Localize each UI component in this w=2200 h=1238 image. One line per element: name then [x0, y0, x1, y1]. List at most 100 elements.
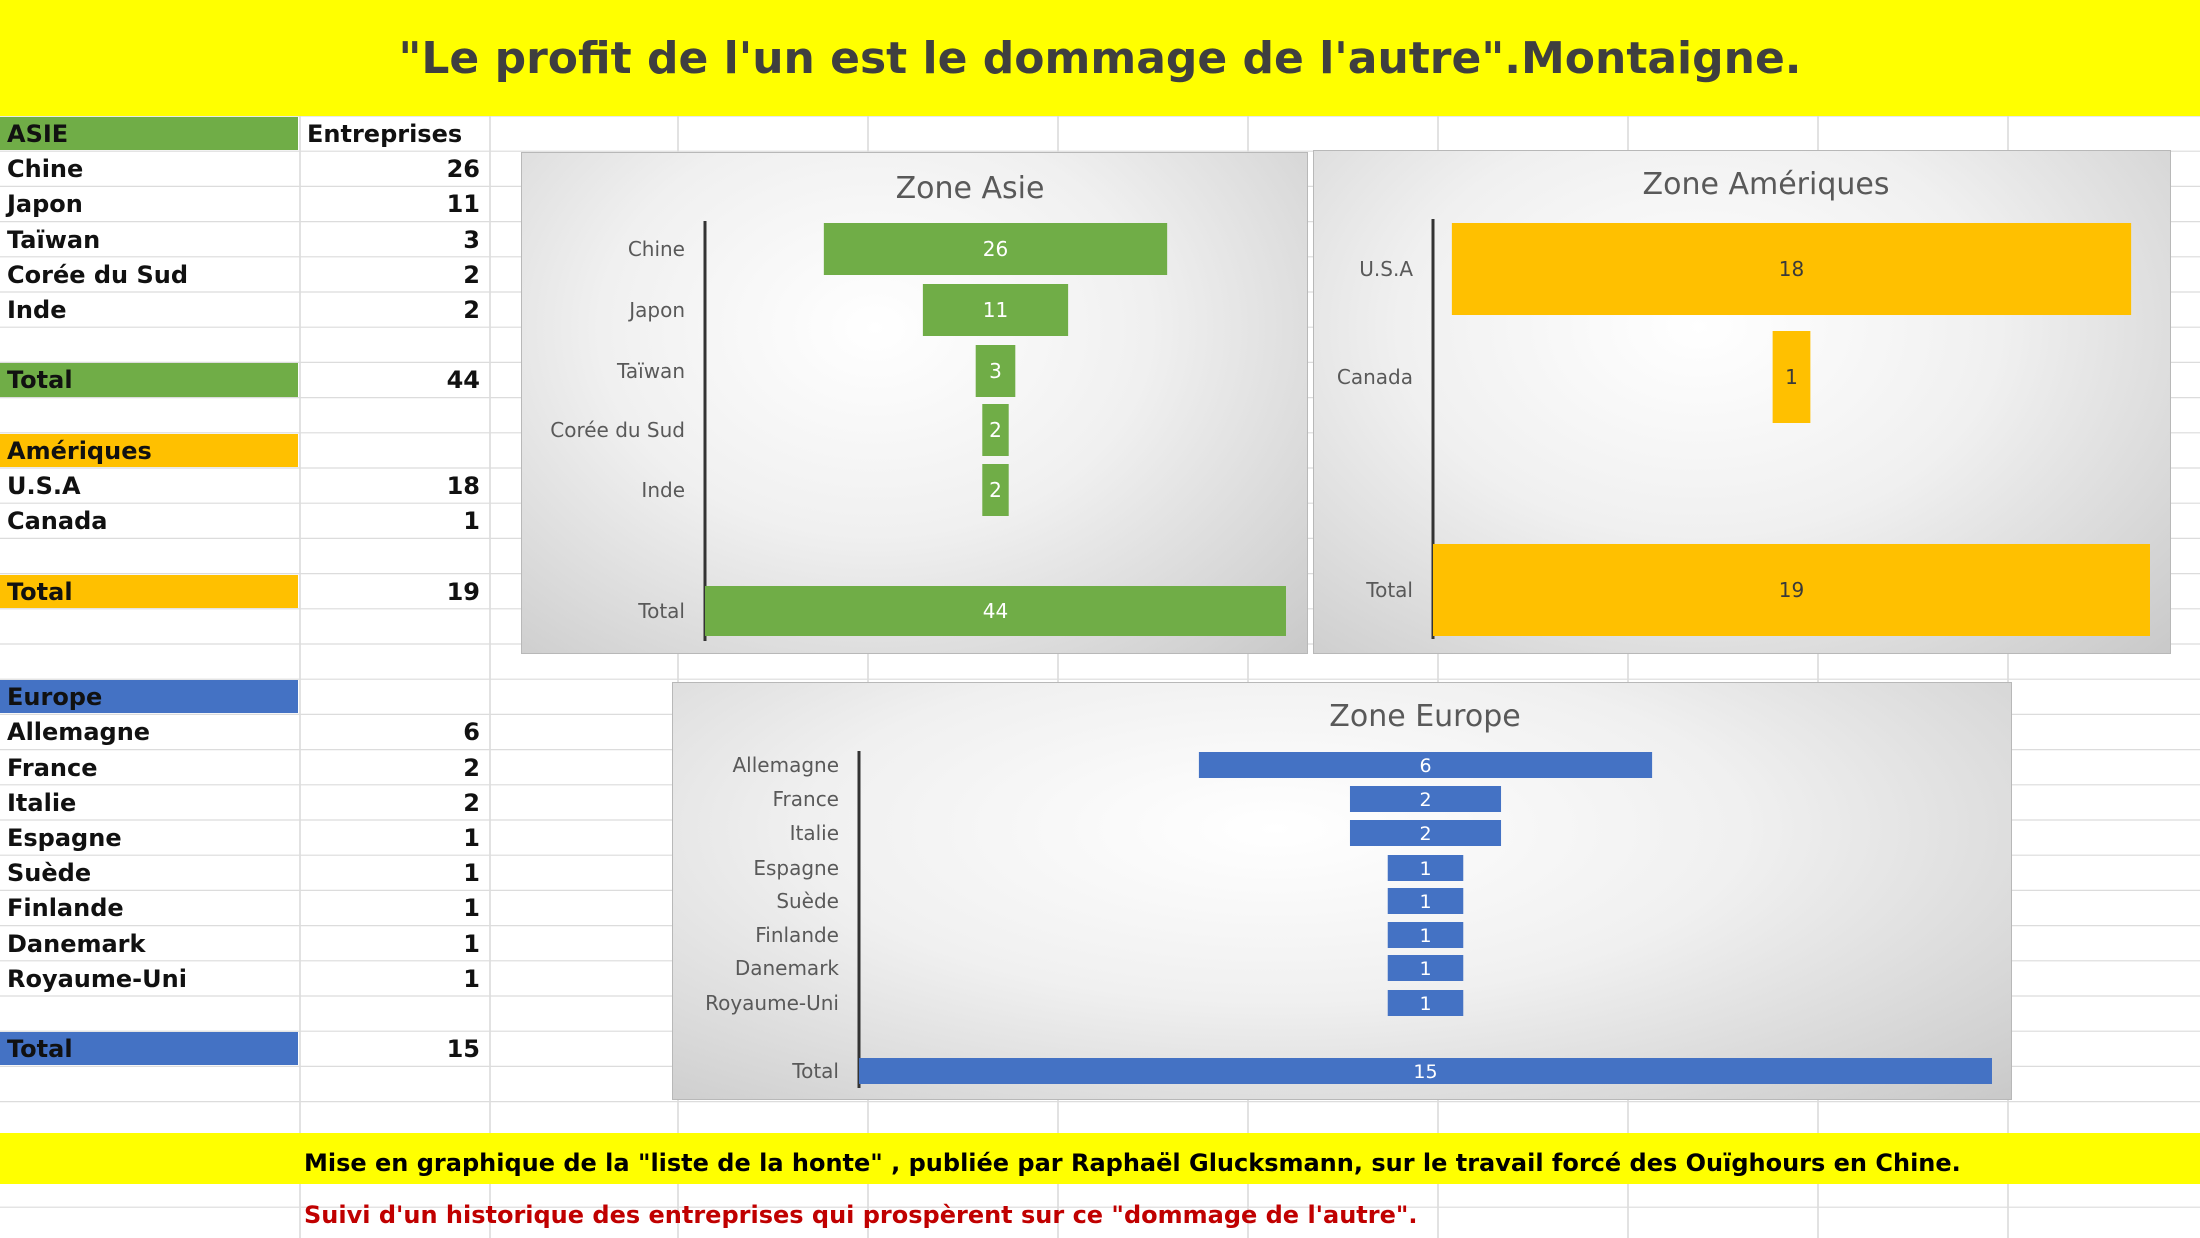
europe-row-value: 2: [463, 788, 480, 817]
bar-1: [1349, 786, 1502, 812]
category-label-0: Allemagne: [732, 753, 839, 777]
data-label-8: 15: [1413, 1061, 1437, 1083]
data-label-2: 2: [1419, 823, 1431, 845]
bar-5: [705, 586, 1286, 636]
americas-row-label: U.S.A: [7, 472, 81, 500]
asia-row-label: Corée du Sud: [7, 260, 189, 289]
data-label-3: 1: [1419, 858, 1431, 880]
data-label-5: 1: [1419, 925, 1431, 947]
bar-5: [1387, 922, 1464, 948]
data-label-4: 1: [1419, 891, 1431, 913]
footer-banner: [0, 1133, 2200, 1184]
bar-3: [982, 404, 1009, 456]
category-label-3: Corée du Sud: [550, 418, 685, 442]
bar-0: [823, 223, 1168, 275]
bar-2: [1433, 544, 2150, 636]
americas-total-value: 19: [446, 577, 480, 606]
bar-7: [1387, 990, 1464, 1016]
americas-row-value: 18: [446, 472, 480, 500]
category-label-2: Total: [1365, 578, 1413, 602]
americas-row-label: Canada: [7, 507, 108, 536]
asia-total-value: 44: [446, 366, 480, 395]
category-label-6: Danemark: [735, 956, 840, 980]
category-label-1: Canada: [1337, 365, 1413, 389]
asia-row-value: 3: [463, 225, 480, 254]
data-label-2: 3: [989, 359, 1002, 383]
data-label-7: 1: [1419, 993, 1431, 1015]
page-title: "Le profit de l'un est le dommage de l'a…: [0, 0, 2200, 116]
bar-4: [1387, 888, 1464, 914]
americas-total-label: Total: [0, 574, 298, 608]
entreprises-header: Entreprises: [307, 120, 463, 148]
category-label-5: Finlande: [755, 923, 839, 947]
data-label-1: 11: [983, 298, 1008, 322]
americas-row-value: 1: [463, 507, 480, 536]
americas-heading: Amériques: [0, 433, 298, 467]
category-label-7: Royaume-Uni: [705, 991, 839, 1015]
asia-row-value: 2: [463, 260, 480, 289]
category-label-3: Espagne: [753, 856, 839, 880]
category-label-2: Taïwan: [616, 359, 685, 383]
europe-row-label: Allemagne: [7, 718, 151, 747]
bar-3: [1387, 855, 1464, 881]
category-label-1: Japon: [627, 298, 685, 322]
europe-row-label: Suède: [7, 859, 92, 888]
bar-2: [1349, 820, 1502, 846]
asia-row-value: 11: [446, 190, 480, 219]
category-label-5: Total: [637, 599, 685, 623]
europe-row-label: Finlande: [7, 894, 124, 923]
europe-row-label: France: [7, 753, 98, 782]
europe-total-value: 15: [446, 1035, 480, 1064]
asia-row-label: Japon: [7, 190, 83, 219]
europe-row-label: Espagne: [7, 824, 122, 852]
asia-row-label: Taïwan: [7, 225, 101, 254]
data-label-0: 26: [983, 237, 1008, 261]
asia-row-label: Inde: [7, 296, 67, 324]
bar-2: [975, 345, 1016, 397]
asia-heading: ASIE: [0, 117, 298, 151]
europe-row-value: 1: [463, 964, 480, 993]
asia-row-value: 2: [463, 296, 480, 324]
europe-heading: Europe: [0, 680, 298, 714]
data-label-4: 2: [989, 478, 1002, 502]
data-label-0: 18: [1779, 257, 1804, 281]
europe-row-value: 6: [463, 718, 480, 747]
data-label-2: 19: [1779, 578, 1804, 602]
europe-row-value: 1: [463, 929, 480, 958]
bar-0: [1451, 223, 2132, 315]
category-label-4: Inde: [641, 478, 685, 502]
chart-zone-ameriques: Zone Amériques 18 U.S.A 1 Canada 19 Total: [1313, 150, 2171, 654]
category-label-0: U.S.A: [1359, 257, 1413, 281]
europe-row-value: 1: [463, 824, 480, 852]
europe-row-value: 1: [463, 859, 480, 888]
europe-row-label: Royaume-Uni: [7, 964, 187, 993]
bar-4: [982, 464, 1009, 516]
asia-row-label: Chine: [7, 155, 84, 184]
chart-title: Zone Europe: [1329, 699, 1520, 734]
europe-total-label: Total: [0, 1032, 298, 1066]
data-label-0: 6: [1419, 755, 1431, 777]
asia-total-label: Total: [0, 363, 298, 397]
bar-1: [922, 284, 1069, 336]
data-label-6: 1: [1419, 958, 1431, 980]
category-label-0: Chine: [628, 237, 685, 261]
europe-row-label: Italie: [7, 788, 77, 817]
category-label-2: Italie: [790, 821, 839, 845]
bar-1: [1772, 331, 1811, 423]
bar-8: [859, 1058, 1992, 1084]
data-label-1: 1: [1785, 365, 1798, 389]
chart-title: Zone Amériques: [1643, 167, 1890, 202]
data-label-1: 2: [1419, 789, 1431, 811]
chart-zone-europe: Zone Europe 6 Allemagne 2 France 2 Italie 1 Espa…: [672, 682, 2012, 1100]
category-label-1: France: [772, 787, 839, 811]
bar-0: [1198, 752, 1653, 778]
data-label-3: 2: [989, 418, 1002, 442]
category-label-4: Suède: [776, 889, 839, 913]
europe-row-value: 1: [463, 894, 480, 923]
europe-row-label: Danemark: [7, 929, 146, 958]
category-label-8: Total: [791, 1059, 839, 1083]
footer-line-1: Mise en graphique de la "liste de la hon…: [304, 1149, 1961, 1177]
europe-row-value: 2: [463, 753, 480, 782]
chart-title: Zone Asie: [896, 171, 1045, 206]
